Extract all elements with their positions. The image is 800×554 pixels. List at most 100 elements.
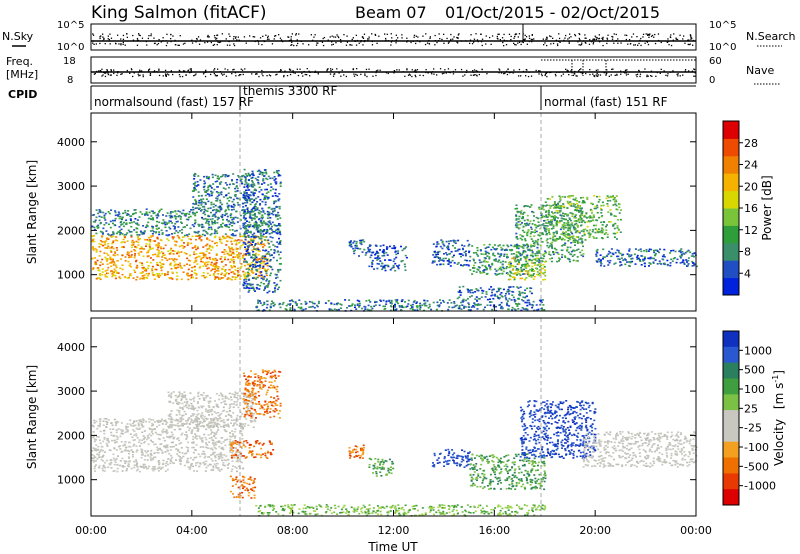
nsky-point xyxy=(579,33,581,36)
heatmap-cell xyxy=(394,304,396,307)
heatmap-cell xyxy=(158,273,161,275)
heatmap-cell xyxy=(270,186,273,188)
heatmap-cell xyxy=(135,246,138,249)
heatmap-cell xyxy=(617,249,620,252)
heatmap-cell xyxy=(274,188,277,191)
heatmap-cell xyxy=(564,226,567,229)
nsky-point xyxy=(429,36,431,38)
heatmap-cell xyxy=(118,276,121,278)
nsky-point xyxy=(95,43,97,45)
heatmap-cell xyxy=(257,196,260,198)
heatmap-cell xyxy=(273,282,276,284)
heatmap-cell xyxy=(546,219,549,221)
heatmap-cell xyxy=(614,222,617,225)
heatmap-cell xyxy=(600,212,603,214)
freq-point xyxy=(178,74,181,76)
heatmap-cell xyxy=(171,250,174,252)
heatmap-cell xyxy=(382,250,384,253)
heatmap-cell xyxy=(530,276,533,278)
freq-point xyxy=(240,74,242,76)
heatmap-cell xyxy=(330,302,333,304)
heatmap-cell xyxy=(149,238,152,241)
heatmap-cell xyxy=(573,216,576,219)
heatmap-cell xyxy=(144,214,146,216)
heatmap-cell xyxy=(187,278,190,281)
heatmap-cell xyxy=(268,253,271,255)
heatmap-cell xyxy=(589,215,592,217)
heatmap-cell xyxy=(193,246,196,249)
heatmap-cell xyxy=(225,194,227,197)
heatmap-cell xyxy=(218,236,221,239)
nsky-tick-top: 10^5 xyxy=(57,20,84,31)
heatmap-cell xyxy=(279,241,281,244)
heatmap-cell xyxy=(508,249,511,251)
heatmap-cell xyxy=(606,203,609,205)
heatmap-cell xyxy=(273,207,276,210)
freq-point xyxy=(503,73,505,75)
heatmap-cell xyxy=(276,283,279,286)
heatmap-cell xyxy=(457,248,460,251)
heatmap-cell xyxy=(221,216,224,219)
heatmap-cell xyxy=(174,223,177,225)
heatmap-cell xyxy=(636,254,639,257)
freq-point xyxy=(665,74,667,76)
heatmap-cell xyxy=(602,258,604,260)
nsky-point xyxy=(261,44,263,46)
heatmap-cell xyxy=(244,287,247,289)
heatmap-cell xyxy=(231,200,234,203)
nsky-point xyxy=(584,34,586,36)
heatmap-cell xyxy=(130,254,133,256)
heatmap-cell xyxy=(663,248,666,251)
heatmap-cell xyxy=(171,258,173,260)
heatmap-cell xyxy=(385,246,388,248)
nsky-point xyxy=(390,41,393,43)
heatmap-cell xyxy=(207,207,210,210)
heatmap-cell xyxy=(242,224,245,227)
heatmap-cell xyxy=(521,238,524,241)
freq-point xyxy=(231,73,233,75)
heatmap-cell xyxy=(569,226,572,228)
heatmap-cell xyxy=(259,262,262,265)
freq-point xyxy=(116,74,118,76)
heatmap-cell xyxy=(230,209,233,211)
heatmap-cell xyxy=(146,251,149,254)
heatmap-cell xyxy=(606,260,609,262)
heatmap-cell xyxy=(180,221,183,224)
heatmap-cell xyxy=(237,239,240,241)
heatmap-cell xyxy=(436,243,439,245)
nsky-point xyxy=(317,42,319,44)
heatmap-cell xyxy=(512,264,515,267)
heatmap-cell xyxy=(136,276,139,278)
heatmap-cell xyxy=(92,268,95,271)
nsky-point xyxy=(245,42,247,44)
heatmap-cell xyxy=(117,272,120,274)
heatmap-cell xyxy=(557,202,559,205)
freq-point xyxy=(677,75,679,77)
heatmap-cell xyxy=(250,184,253,186)
heatmap-cell xyxy=(137,252,140,254)
heatmap-cell xyxy=(661,255,664,258)
nsky-point xyxy=(287,36,289,38)
heatmap-cell xyxy=(570,253,573,256)
heatmap-cell xyxy=(469,269,472,271)
heatmap-cell xyxy=(260,237,263,240)
heatmap-cell xyxy=(265,232,268,234)
heatmap-cell xyxy=(243,210,246,213)
heatmap-cell xyxy=(194,219,197,221)
heatmap-cell xyxy=(206,177,209,179)
freq-point xyxy=(625,74,628,76)
heatmap-cell xyxy=(617,258,620,260)
heatmap-cell xyxy=(248,287,251,289)
heatmap-cell xyxy=(577,230,580,233)
nsky-point xyxy=(450,33,452,36)
heatmap-cell xyxy=(666,259,669,262)
heatmap-cell xyxy=(565,218,568,221)
nsky-point xyxy=(371,44,374,46)
heatmap-cell xyxy=(264,286,267,288)
heatmap-cell xyxy=(225,272,228,274)
heatmap-cell xyxy=(363,248,366,251)
heatmap-cell xyxy=(200,194,203,197)
heatmap-cell xyxy=(193,175,196,177)
heatmap-cell xyxy=(176,234,179,237)
